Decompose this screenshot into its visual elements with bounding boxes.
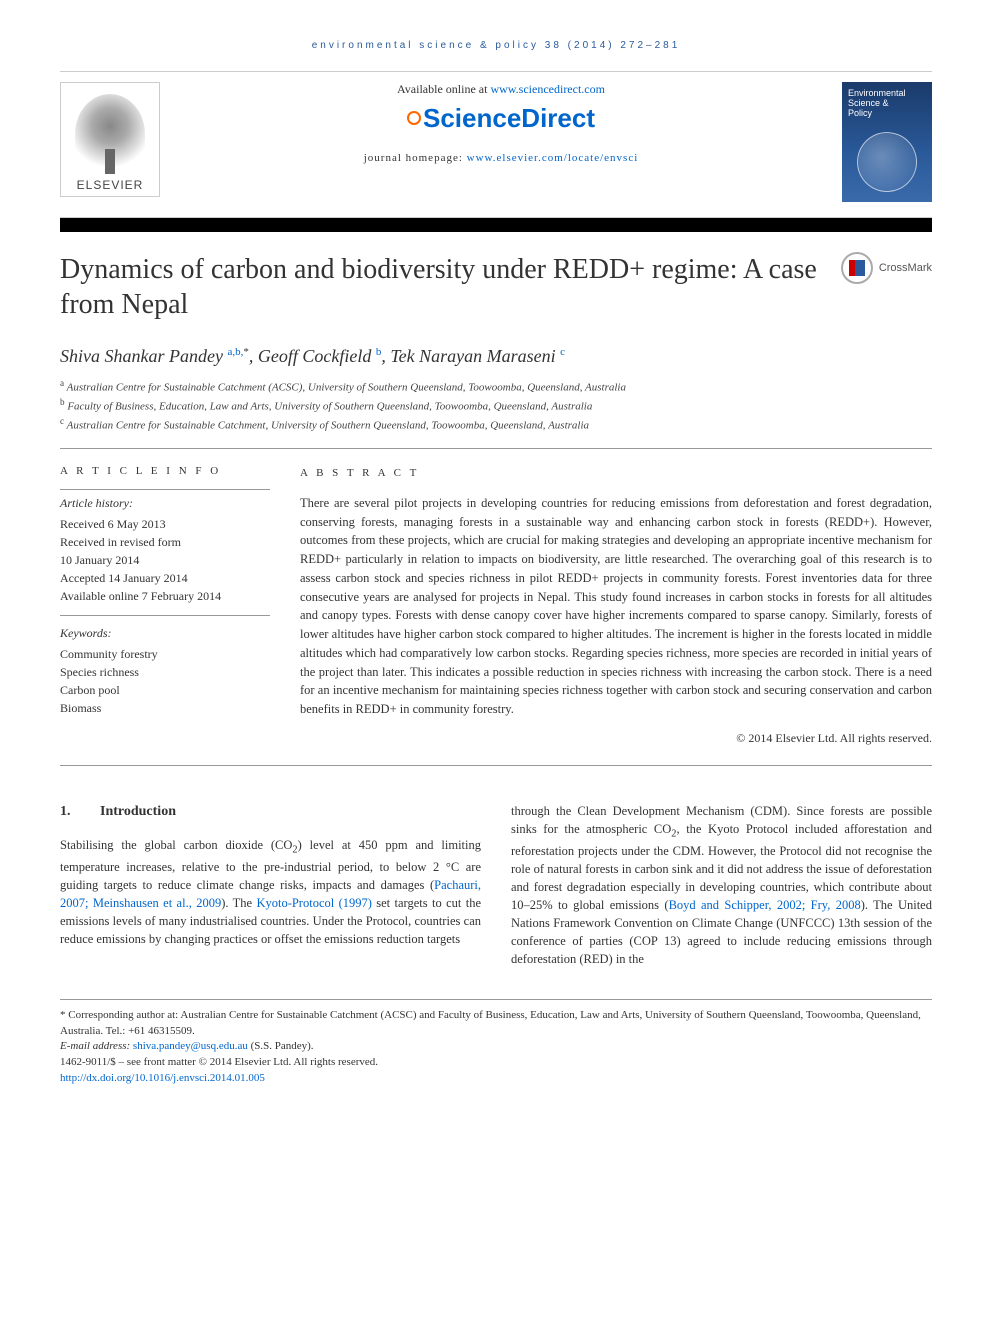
elsevier-label: ELSEVIER <box>77 178 144 192</box>
affiliation-c-text: Australian Centre for Sustainable Catchm… <box>67 420 589 432</box>
footnotes: * Corresponding author at: Australian Ce… <box>60 999 932 1088</box>
article-info: A R T I C L E I N F O Article history: R… <box>60 465 270 747</box>
email-link[interactable]: shiva.pandey@usq.edu.au <box>133 1040 248 1052</box>
author-sep-2: , <box>381 346 390 366</box>
crossmark-label: CrossMark <box>879 262 932 274</box>
citation-link[interactable]: Kyoto-Protocol (1997) <box>256 896 371 910</box>
info-abstract-row: A R T I C L E I N F O Article history: R… <box>60 465 932 766</box>
journal-homepage-link[interactable]: www.elsevier.com/locate/envsci <box>467 152 639 164</box>
cover-title-line3: Policy <box>848 108 926 118</box>
keyword: Carbon pool <box>60 681 270 699</box>
keyword: Community forestry <box>60 645 270 663</box>
keywords-list: Community forestry Species richness Carb… <box>60 645 270 717</box>
sciencedirect-logo: ScienceDirect <box>180 103 822 134</box>
history-label: Article history: <box>60 489 270 511</box>
keyword: Biomass <box>60 699 270 717</box>
author-1: Shiva Shankar Pandey <box>60 346 223 366</box>
issn-line: 1462-9011/$ – see front matter © 2014 El… <box>60 1055 932 1071</box>
journal-homepage-label: journal homepage: <box>364 152 467 164</box>
article-title: Dynamics of carbon and biodiversity unde… <box>60 252 841 322</box>
affiliation-a-text: Australian Centre for Sustainable Catchm… <box>67 382 626 394</box>
title-block: Dynamics of carbon and biodiversity unde… <box>60 232 932 332</box>
history-item: Accepted 14 January 2014 <box>60 569 270 587</box>
email-line: E-mail address: shiva.pandey@usq.edu.au … <box>60 1039 932 1055</box>
body-paragraph: through the Clean Development Mechanism … <box>511 802 932 969</box>
crossmark-icon <box>841 252 873 284</box>
sciencedirect-link[interactable]: www.sciencedirect.com <box>490 82 605 96</box>
author-2: Geoff Cockfield <box>258 346 371 366</box>
crossmark-badge[interactable]: CrossMark <box>841 252 932 284</box>
history-list: Received 6 May 2013 Received in revised … <box>60 515 270 616</box>
black-divider-bar <box>60 218 932 232</box>
body-paragraph: Stabilising the global carbon dioxide (C… <box>60 836 481 948</box>
author-1-affil-link[interactable]: a,b, <box>227 346 243 358</box>
body-col-left: 1.Introduction Stabilising the global ca… <box>60 802 481 969</box>
sciencedirect-icon <box>407 111 421 125</box>
corresponding-author-note: * Corresponding author at: Australian Ce… <box>60 1008 932 1040</box>
body-text: Stabilising the global carbon dioxide (C… <box>60 838 292 852</box>
doi-line: http://dx.doi.org/10.1016/j.envsci.2014.… <box>60 1071 932 1087</box>
history-item: Available online 7 February 2014 <box>60 587 270 605</box>
section-heading-1: 1.Introduction <box>60 802 481 822</box>
sciencedirect-text: ScienceDirect <box>423 103 595 133</box>
abstract-text: There are several pilot projects in deve… <box>300 494 932 719</box>
affiliation-b-text: Faculty of Business, Education, Law and … <box>67 401 592 413</box>
citation-link[interactable]: Boyd and Schipper, 2002; Fry, 2008 <box>669 898 861 912</box>
cover-title-line2: Science & <box>848 98 926 108</box>
section-number: 1. <box>60 802 100 822</box>
section-title: Introduction <box>100 804 176 819</box>
masthead: ELSEVIER Available online at www.science… <box>60 71 932 218</box>
cover-globe-icon <box>857 132 917 192</box>
email-label: E-mail address: <box>60 1040 133 1052</box>
authors: Shiva Shankar Pandey a,b,*, Geoff Cockfi… <box>60 346 932 367</box>
doi-link[interactable]: http://dx.doi.org/10.1016/j.envsci.2014.… <box>60 1072 265 1084</box>
keyword: Species richness <box>60 663 270 681</box>
affiliation-a: a Australian Centre for Sustainable Catc… <box>60 377 932 396</box>
abstract-heading: A B S T R A C T <box>300 465 932 482</box>
abstract: A B S T R A C T There are several pilot … <box>300 465 932 747</box>
elsevier-logo: ELSEVIER <box>60 82 160 197</box>
keywords-label: Keywords: <box>60 626 270 641</box>
running-head: environmental science & policy 38 (2014)… <box>60 40 932 51</box>
body-text: ). The <box>221 896 256 910</box>
author-3: Tek Narayan Maraseni <box>390 346 555 366</box>
history-item: Received in revised form <box>60 533 270 551</box>
affiliation-c: c Australian Centre for Sustainable Catc… <box>60 415 932 434</box>
page: environmental science & policy 38 (2014)… <box>0 0 992 1117</box>
body-col-right: through the Clean Development Mechanism … <box>511 802 932 969</box>
author-3-affil-link[interactable]: c <box>560 346 565 358</box>
email-suffix: (S.S. Pandey). <box>248 1040 314 1052</box>
article-info-heading: A R T I C L E I N F O <box>60 465 270 477</box>
journal-cover-thumb: Environmental Science & Policy <box>842 82 932 202</box>
abstract-copyright: © 2014 Elsevier Ltd. All rights reserved… <box>300 729 932 747</box>
author-sep-1: , <box>249 346 258 366</box>
history-item: 10 January 2014 <box>60 551 270 569</box>
available-online: Available online at www.sciencedirect.co… <box>180 82 822 97</box>
cover-title-line1: Environmental <box>848 88 926 98</box>
affiliations: a Australian Centre for Sustainable Catc… <box>60 377 932 449</box>
affiliation-b: b Faculty of Business, Education, Law an… <box>60 396 932 415</box>
masthead-center: Available online at www.sciencedirect.co… <box>160 82 842 164</box>
body-columns: 1.Introduction Stabilising the global ca… <box>60 802 932 969</box>
elsevier-tree-icon <box>75 94 145 174</box>
history-item: Received 6 May 2013 <box>60 515 270 533</box>
journal-homepage: journal homepage: www.elsevier.com/locat… <box>180 152 822 164</box>
available-online-text: Available online at <box>397 82 490 96</box>
